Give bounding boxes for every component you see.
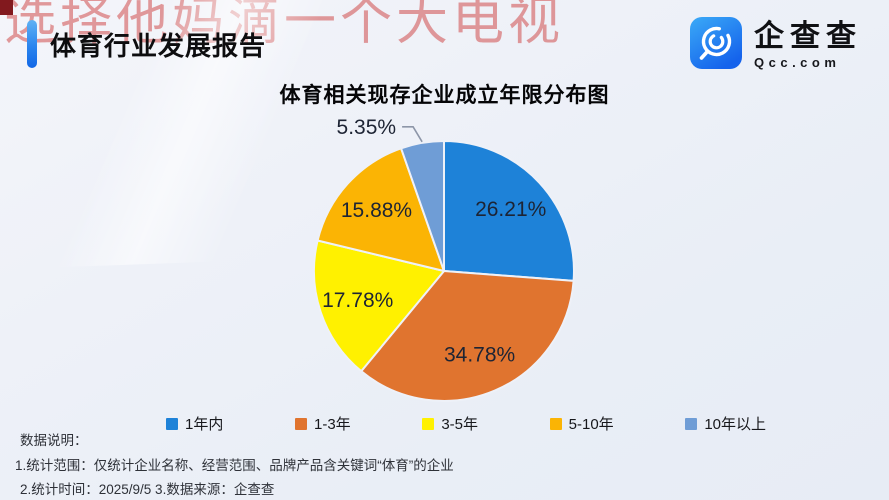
qcc-magnifier-icon <box>690 17 742 69</box>
qcc-logo-brand: 企查查 <box>754 20 862 53</box>
legend-item: 10年以上 <box>685 413 766 434</box>
chart-legend: 1年内 1-3年 3-5年 5-10年 10年以上 <box>166 413 766 434</box>
watermark-text: 选择他妈滴一个大电视 <box>4 0 565 51</box>
pie-slice-3 <box>313 239 445 373</box>
notes-heading: 数据说明： <box>20 433 88 448</box>
legend-label: 10年以上 <box>704 416 766 433</box>
pie-label-2: 34.78% <box>444 344 515 367</box>
title-accent-bar <box>27 20 37 68</box>
legend-label: 1-3年 <box>313 416 351 433</box>
note-time-source: 2.统计时间：2025/9/5 3.数据来源：企查查 <box>20 482 275 497</box>
qcc-logo-text: 企查查 Qcc.com <box>754 17 862 71</box>
pie-label-3: 17.78% <box>322 289 393 312</box>
data-notes: 数据说明： 1.统计范围：仅统计企业名称、经营范围、品牌产品含关键词“体育”的企… <box>15 429 454 500</box>
legend-swatch <box>166 417 178 430</box>
pie-label-4: 15.88% <box>341 199 412 222</box>
qcc-logo: 企查查 Qcc.com <box>690 17 862 70</box>
legend-swatch <box>422 417 435 430</box>
legend-label: 1年内 <box>185 416 224 433</box>
qcc-logo-domain: Qcc.com <box>754 55 841 70</box>
legend-label: 3-5年 <box>441 416 478 433</box>
pie-slice-5 <box>400 140 445 272</box>
report-title: 体育行业发展报告 <box>50 30 267 61</box>
report-header: 体育行业发展报告 <box>27 20 266 68</box>
legend-item: 5-10年 <box>549 413 614 434</box>
chart-title: 体育相关现存企业成立年限分布图 <box>279 84 610 107</box>
legend-item: 3-5年 <box>422 413 478 434</box>
pie-leader-line <box>402 126 423 143</box>
legend-label: 5-10年 <box>568 416 614 433</box>
pie-label-1: 26.21% <box>475 198 546 221</box>
pie-label-5: 5.35% <box>337 116 397 139</box>
legend-swatch <box>549 417 562 430</box>
legend-swatch <box>685 417 698 430</box>
legend-item: 1年内 <box>166 413 223 434</box>
watermark-fragment <box>0 0 13 15</box>
pie-slice-2 <box>360 270 575 402</box>
legend-item: 1-3年 <box>294 413 351 434</box>
pie-slice-4 <box>316 147 445 272</box>
pie-slice-1 <box>443 140 575 282</box>
legend-swatch <box>294 417 307 430</box>
note-scope: 1.统计范围：仅统计企业名称、经营范围、品牌产品含关键词“体育”的企业 <box>15 457 454 473</box>
